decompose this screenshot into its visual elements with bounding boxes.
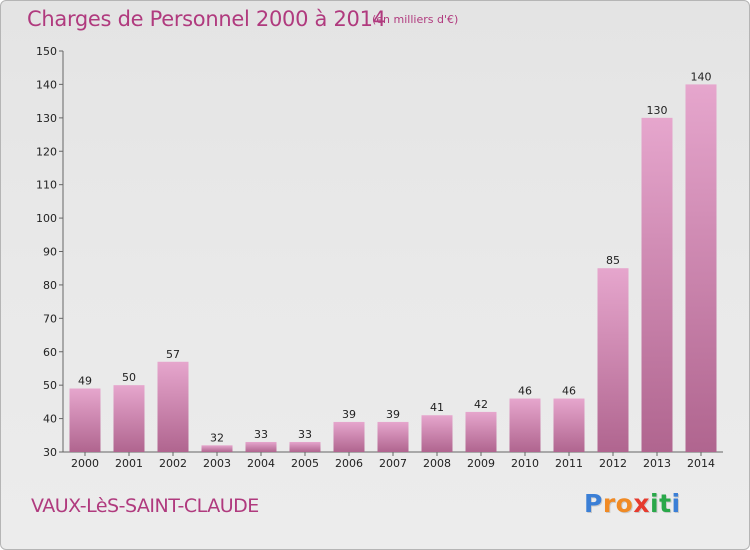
logo-letter: i (650, 489, 660, 518)
x-tick-label: 2013 (643, 457, 671, 470)
bar-value-label: 49 (78, 375, 92, 388)
logo-letter: P (584, 489, 603, 518)
bar (509, 398, 541, 452)
bar (421, 415, 453, 452)
bar-value-label: 41 (430, 401, 444, 414)
x-tick-label: 2008 (423, 457, 451, 470)
bar-value-label: 46 (518, 385, 532, 398)
x-tick-label: 2012 (599, 457, 627, 470)
x-tick-label: 2000 (71, 457, 99, 470)
bar (377, 421, 409, 452)
bar (157, 361, 189, 452)
bar-value-label: 42 (474, 398, 488, 411)
y-tick-label: 110 (36, 179, 57, 192)
bar-value-label: 39 (342, 408, 356, 421)
bar (597, 268, 629, 452)
x-tick-label: 2003 (203, 457, 231, 470)
x-tick-label: 2011 (555, 457, 583, 470)
x-tick-label: 2007 (379, 457, 407, 470)
bar-value-label: 32 (210, 431, 224, 444)
bar (685, 84, 717, 453)
logo-letter: x (633, 489, 650, 518)
bar (69, 388, 101, 452)
x-tick-label: 2010 (511, 457, 539, 470)
bar (245, 441, 277, 452)
chart-title: Charges de Personnel 2000 à 2014 (27, 7, 386, 31)
bar-value-label: 46 (562, 385, 576, 398)
x-tick-label: 2004 (247, 457, 275, 470)
commune-name: VAUX-LèS-SAINT-CLAUDE (31, 495, 259, 517)
y-tick-label: 120 (36, 145, 57, 158)
chart-subtitle: (en milliers d'€) (372, 13, 459, 26)
y-tick-label: 70 (43, 312, 57, 325)
bar-value-label: 57 (166, 348, 180, 361)
bar-value-label: 130 (647, 104, 668, 117)
bar-value-label: 39 (386, 408, 400, 421)
bar (201, 445, 233, 452)
y-tick-label: 40 (43, 413, 57, 426)
value-labels: 49 50 57 32 33 33 39 39 41 42 46 46 85 130 140 (78, 70, 712, 444)
y-tick-label: 30 (43, 446, 57, 459)
logo-letter: i (671, 489, 681, 518)
y-tick-label: 150 (36, 45, 57, 58)
logo-letter: t (659, 489, 672, 518)
y-tick-label: 60 (43, 346, 57, 359)
logo-letter: r (602, 489, 616, 518)
y-tick-label: 80 (43, 279, 57, 292)
x-tick-label: 2014 (687, 457, 715, 470)
y-tick-label: 140 (36, 78, 57, 91)
bar-value-label: 140 (691, 70, 712, 83)
x-tick-label: 2002 (159, 457, 187, 470)
bars (69, 84, 717, 453)
bar (465, 411, 497, 452)
bar-value-label: 33 (254, 428, 268, 441)
y-tick-label: 90 (43, 246, 57, 259)
x-tick-label: 2009 (467, 457, 495, 470)
proxiti-logo: Proxiti (584, 489, 681, 518)
bar-value-label: 50 (122, 371, 136, 384)
bar (553, 398, 585, 452)
y-tick-label: 100 (36, 212, 57, 225)
bar-value-label: 85 (606, 254, 620, 267)
x-tick-label: 2006 (335, 457, 363, 470)
bar (113, 385, 145, 452)
y-tick-label: 50 (43, 379, 57, 392)
bar (289, 441, 321, 452)
bar (333, 421, 365, 452)
x-tick-label: 2005 (291, 457, 319, 470)
bar (641, 117, 673, 452)
bar-value-label: 33 (298, 428, 312, 441)
x-tick-label: 2001 (115, 457, 143, 470)
axes: 30 40 50 60 70 80 90 100 110 120 130 140 150 2000 2001… (36, 45, 723, 470)
logo-letter: o (615, 489, 634, 518)
y-tick-label: 130 (36, 112, 57, 125)
